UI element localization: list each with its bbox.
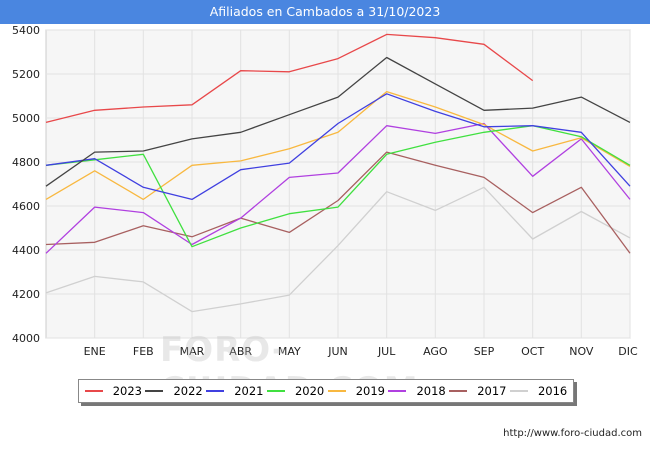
series-line-2022 [45, 56, 631, 187]
y-tick-label: 5200 [12, 68, 40, 81]
series-line-2018 [45, 122, 631, 254]
y-tick-label: 4200 [12, 288, 40, 301]
legend-label: 2021 [234, 384, 264, 398]
source-url: http://www.foro-ciudad.com [503, 428, 642, 439]
legend-label: 2016 [537, 384, 568, 398]
legend-label: 2018 [416, 384, 446, 398]
series-line-2023 [45, 33, 534, 124]
y-axis: 4000 4200 4400 4600 4800 5000 5200 5400 [12, 24, 40, 345]
y-tick-label: 4600 [12, 200, 40, 213]
x-tick-label: NOV [569, 345, 594, 358]
legend-item-2019: 2019 [327, 384, 386, 398]
legend-label: 2017 [477, 384, 507, 398]
legend-swatch [206, 390, 225, 392]
series-line-2021 [45, 93, 631, 201]
legend-swatch [449, 390, 468, 392]
legend-swatch [509, 390, 528, 392]
x-tick-label: DIC [618, 345, 638, 358]
series-lines [45, 33, 631, 313]
legend-swatch [266, 390, 285, 392]
x-tick-label: FEB [133, 345, 154, 358]
legend-swatch [327, 390, 346, 392]
legend-item-2016: 2016 [509, 384, 568, 398]
legend-item-2023: 2023 [84, 384, 143, 398]
legend-swatch [145, 390, 164, 392]
grid-lines [46, 29, 631, 339]
x-tick-label: SEP [474, 345, 495, 358]
legend-label: 2020 [294, 384, 325, 398]
legend-item-2017: 2017 [449, 384, 507, 398]
legend-item-2022: 2022 [145, 384, 203, 398]
legend-label: 2023 [112, 384, 143, 398]
y-tick-label: 5000 [12, 112, 40, 125]
y-tick-label: 5400 [12, 24, 40, 37]
legend-swatch [84, 390, 103, 392]
y-tick-label: 4800 [12, 156, 40, 169]
legend-item-2018: 2018 [388, 384, 446, 398]
x-tick-label: OCT [521, 345, 544, 358]
series-line-2017 [45, 151, 631, 254]
legend-label: 2022 [173, 384, 203, 398]
legend: 2023 2022 2021 2020 2019 2018 2017 2016 [78, 379, 574, 403]
legend-item-2021: 2021 [206, 384, 264, 398]
chart-title: Afiliados en Cambados a 31/10/2023 [0, 0, 650, 24]
x-tick-label: JUL [377, 345, 396, 358]
legend-item-2020: 2020 [266, 384, 325, 398]
series-line-2019 [45, 90, 631, 201]
x-tick-label: MAR [180, 345, 205, 358]
x-tick-label: MAY [278, 345, 301, 358]
y-tick-label: 4000 [12, 332, 40, 345]
x-tick-label: ENE [84, 345, 106, 358]
x-tick-label: JUN [327, 345, 348, 358]
x-axis: ENE FEB MAR ABR MAY JUN JUL AGO SEP OCT NOV DIC [84, 345, 638, 358]
x-tick-label: ABR [229, 345, 252, 358]
series-line-2016 [45, 186, 631, 313]
legend-label: 2019 [355, 384, 386, 398]
x-tick-label: AGO [423, 345, 448, 358]
legend-swatch [388, 390, 407, 392]
y-tick-label: 4400 [12, 244, 40, 257]
